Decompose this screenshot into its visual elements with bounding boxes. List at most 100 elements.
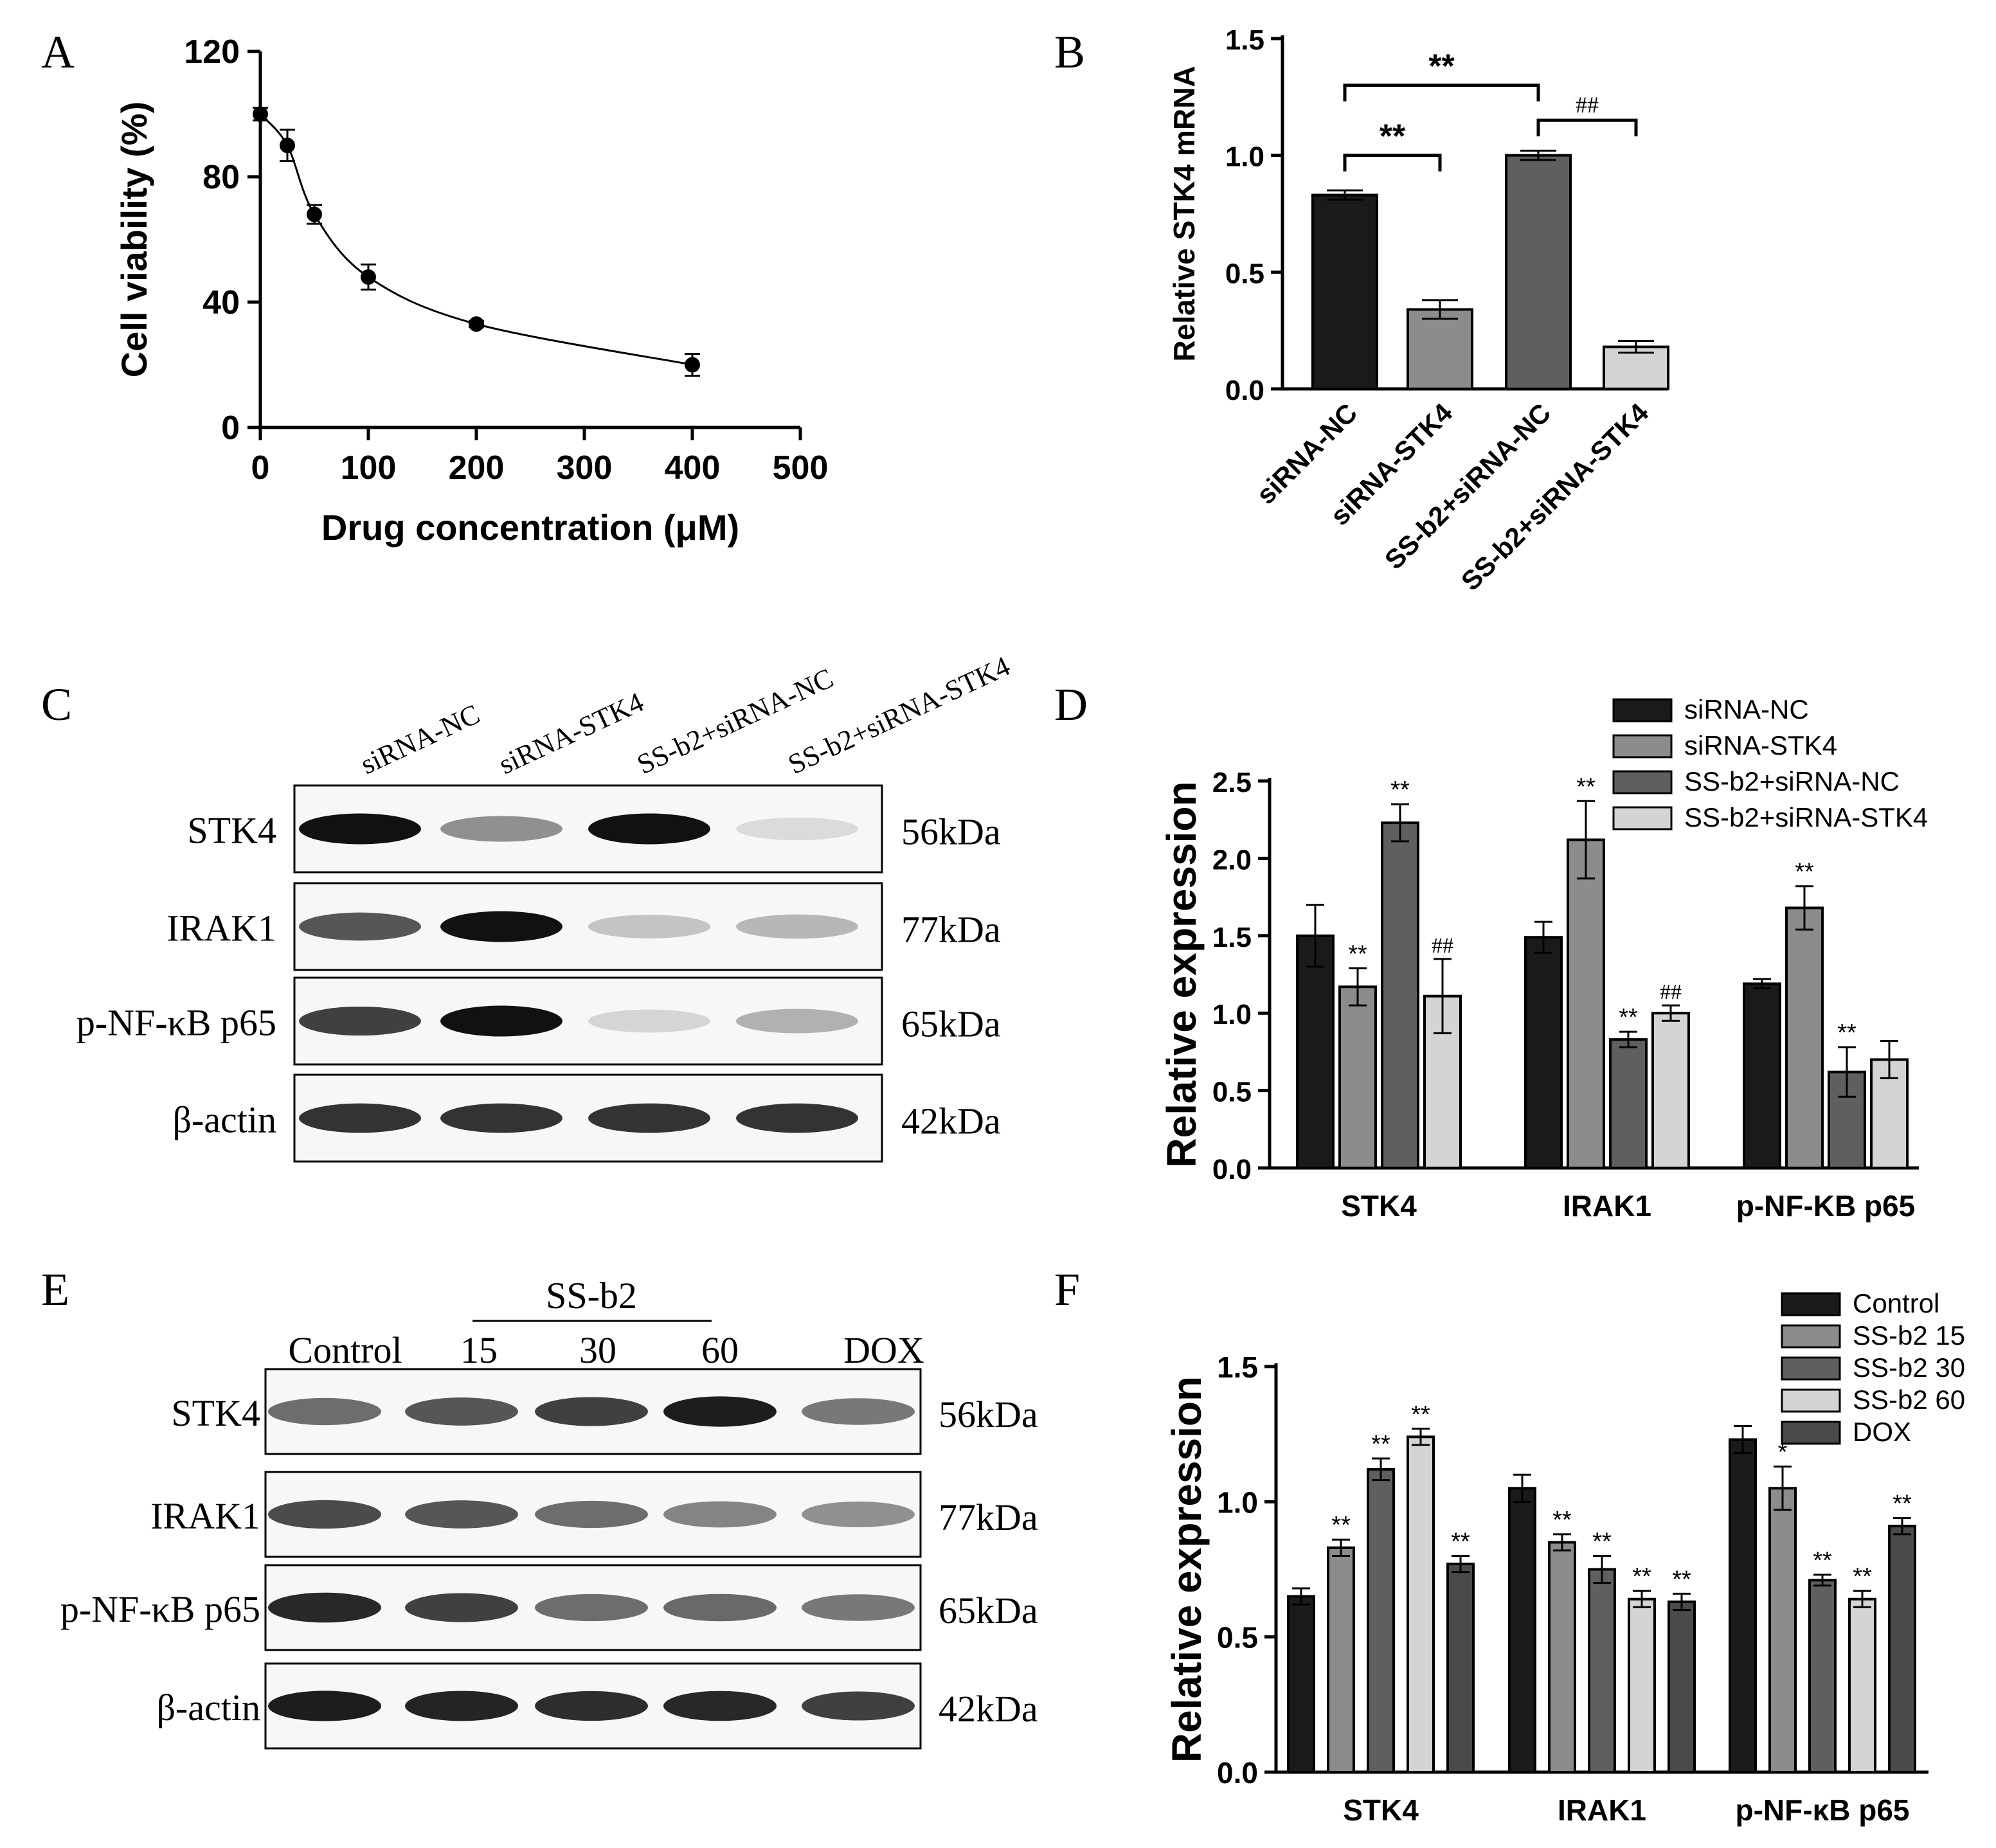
bar <box>1423 994 1462 1170</box>
y-tick-label: 1.5 <box>1212 922 1252 953</box>
legend-label: SS-b2+siRNA-STK4 <box>1684 802 1928 832</box>
significance-label: * <box>1778 1439 1788 1466</box>
significance-label: ** <box>1348 940 1367 967</box>
x-tick-label: 200 <box>449 449 505 487</box>
x-tick-label: 100 <box>341 449 397 487</box>
bar <box>1287 1595 1315 1773</box>
significance-label: ** <box>1672 1566 1691 1593</box>
significance-label: ** <box>1576 773 1596 800</box>
blot-band <box>663 1593 777 1622</box>
y-tick-label: 40 <box>202 284 240 321</box>
blot-group-label: SS-b2 <box>546 1275 637 1316</box>
significance-label: ** <box>1428 48 1455 85</box>
bar <box>1446 1563 1475 1773</box>
legend-swatch <box>1612 698 1673 722</box>
y-axis-title: Relative expression <box>1158 781 1205 1167</box>
blot-lane-label: DOX <box>843 1329 924 1371</box>
y-tick-label: 2.0 <box>1212 844 1252 875</box>
y-tick-label: 1.0 <box>1212 999 1252 1030</box>
legend-swatch <box>1781 1421 1841 1445</box>
blot-band <box>736 1103 858 1133</box>
blot-band <box>299 1103 421 1133</box>
data-point <box>685 357 700 373</box>
blot-band <box>802 1501 915 1528</box>
bar <box>1808 1579 1837 1773</box>
data-point <box>361 269 376 285</box>
blot-band <box>268 1500 381 1529</box>
blot-band <box>268 1592 381 1623</box>
blot-row-label: STK4 <box>171 1392 260 1434</box>
blot-band <box>588 1009 710 1033</box>
blot-size-label: 56kDa <box>939 1394 1038 1435</box>
blot-band <box>535 1397 648 1426</box>
blot-band <box>535 1691 648 1721</box>
y-tick-label: 0.5 <box>1217 1621 1258 1655</box>
y-tick-label: 120 <box>184 33 240 71</box>
blot-row-label: β-actin <box>156 1687 260 1728</box>
x-tick-label: 400 <box>665 449 721 487</box>
bar <box>1407 308 1473 391</box>
x-tick-label: p-NF-KB p65 <box>1736 1189 1916 1223</box>
x-tick-label: SS-b2+siRNA-NC <box>1379 397 1557 575</box>
legend-swatch <box>1781 1356 1841 1381</box>
panel-letter-d: D <box>1054 679 1088 730</box>
significance-label: ** <box>1390 776 1410 803</box>
x-tick-label: p-NF-κB p65 <box>1736 1793 1910 1827</box>
legend-label: SS-b2 60 <box>1853 1385 1965 1415</box>
significance-bracket <box>1343 84 1540 102</box>
blot-band <box>299 813 421 845</box>
blot-band <box>268 1397 381 1426</box>
legend-swatch <box>1781 1324 1841 1349</box>
blot-band <box>440 816 562 842</box>
y-axis-title: Relative STK4 mRNA <box>1167 66 1201 361</box>
significance-label: ** <box>1411 1401 1430 1428</box>
significance-label: ** <box>1451 1528 1470 1555</box>
blot-size-label: 42kDa <box>901 1100 1001 1142</box>
blot-band <box>736 817 858 841</box>
bar <box>1668 1600 1696 1773</box>
x-tick-label: 500 <box>773 449 829 487</box>
blot-band <box>405 1397 518 1426</box>
data-point <box>469 316 484 332</box>
bar <box>1848 1597 1876 1774</box>
y-tick-label: 0.5 <box>1212 1077 1252 1108</box>
blot-band <box>535 1593 648 1622</box>
bar <box>1609 1038 1648 1169</box>
legend-label: siRNA-STK4 <box>1684 730 1837 760</box>
significance-label: ** <box>1837 1019 1857 1046</box>
blot-lane-label: siRNA-NC <box>356 698 485 780</box>
bar <box>1628 1597 1656 1774</box>
significance-bracket <box>1536 118 1638 137</box>
blot-band <box>405 1691 518 1721</box>
legend-label: DOX <box>1853 1417 1911 1447</box>
bar <box>1508 1487 1536 1774</box>
bar <box>1505 154 1572 391</box>
bar <box>1603 345 1669 390</box>
blot-row-label: IRAK1 <box>150 1495 260 1537</box>
legend-label: SS-b2 15 <box>1853 1320 1965 1350</box>
x-axis-title: Drug concentration (μM) <box>321 507 739 548</box>
blot-lane-label: 15 <box>460 1329 498 1371</box>
y-tick-label: 1.5 <box>1225 24 1264 56</box>
legend-swatch <box>1612 806 1673 830</box>
blot-band <box>802 1398 915 1425</box>
bar <box>1888 1525 1916 1774</box>
legend-label: Control <box>1853 1288 1939 1318</box>
significance-label: ** <box>1331 1512 1351 1539</box>
significance-label: ** <box>1619 1004 1638 1031</box>
bar <box>1567 838 1605 1170</box>
significance-bracket <box>1343 154 1442 172</box>
panel-letter-e: E <box>41 1264 69 1315</box>
panel-letter-f: F <box>1054 1264 1080 1315</box>
y-tick-label: 2.5 <box>1212 767 1252 798</box>
blot-band <box>405 1500 518 1529</box>
bar <box>1651 1012 1690 1169</box>
blot-row-label: p-NF-κB p65 <box>76 1002 276 1044</box>
blot-lane-label: Control <box>288 1329 402 1371</box>
y-tick-label: 80 <box>202 159 240 196</box>
panel-letter-c: C <box>41 679 72 730</box>
blot-size-label: 42kDa <box>939 1688 1038 1730</box>
bar <box>1524 936 1563 1169</box>
